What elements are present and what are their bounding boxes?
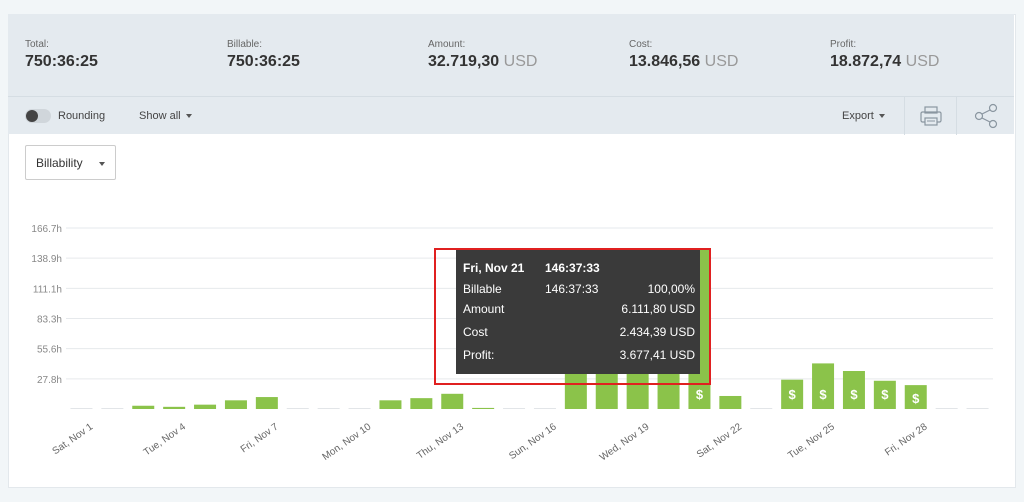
y-tick-label: 55.6h bbox=[37, 345, 62, 356]
printer-icon bbox=[920, 106, 942, 126]
bar bbox=[224, 400, 247, 409]
summary-bar: Total: 750:36:25 Billable: 750:36:25 Amo… bbox=[8, 14, 1014, 96]
rounding-label[interactable]: Rounding bbox=[58, 110, 106, 122]
share-button[interactable] bbox=[956, 97, 1014, 135]
bar bbox=[781, 379, 804, 409]
tooltip-label: Cost bbox=[463, 325, 488, 339]
annotation-highlight-box bbox=[434, 248, 711, 385]
bar bbox=[317, 408, 340, 409]
chart-tooltip: Fri, Nov 21 146:37:33 Billable 146:37:33… bbox=[456, 250, 700, 374]
tooltip-date: Fri, Nov 21 bbox=[463, 261, 525, 275]
dollar-icon: $ bbox=[696, 387, 704, 402]
show-all-dropdown[interactable]: Show all bbox=[139, 110, 192, 122]
stat-amount-currency: USD bbox=[503, 53, 538, 70]
tooltip-value: 6.111,80 USD bbox=[621, 302, 695, 316]
y-tick-label: 138.9h bbox=[31, 254, 62, 265]
bar bbox=[719, 395, 742, 409]
x-tick-label: Fri, Nov 7 bbox=[239, 421, 281, 455]
stat-cost-value: 13.846,56 bbox=[629, 53, 701, 70]
bar bbox=[842, 370, 865, 409]
chevron-down-icon bbox=[185, 114, 192, 119]
bar bbox=[70, 408, 93, 409]
stat-billable-value: 750:36:25 bbox=[227, 53, 300, 70]
dollar-icon: $ bbox=[789, 387, 797, 402]
tooltip-total: 146:37:33 bbox=[545, 261, 600, 275]
tooltip-label: Amount bbox=[463, 302, 505, 316]
x-tick-label: Thu, Nov 13 bbox=[415, 421, 466, 462]
y-tick-label: 83.3h bbox=[37, 315, 62, 326]
stat-total: Total: 750:36:25 bbox=[25, 39, 98, 71]
stat-cost: Cost: 13.846,56 USD bbox=[629, 39, 738, 71]
billability-select[interactable]: Billability bbox=[25, 145, 116, 180]
bar bbox=[101, 408, 124, 409]
x-tick-label: Fri, Nov 28 bbox=[883, 421, 930, 458]
bar bbox=[873, 380, 896, 409]
bar bbox=[533, 408, 556, 409]
stat-cost-currency: USD bbox=[704, 53, 739, 70]
bar bbox=[812, 363, 835, 409]
x-tick-label: Sat, Nov 22 bbox=[695, 421, 744, 460]
bar bbox=[441, 393, 464, 409]
stat-total-label: Total: bbox=[25, 39, 49, 50]
export-dropdown[interactable]: Export bbox=[842, 110, 885, 122]
stat-profit: Profit: 18.872,74 USD bbox=[830, 39, 939, 71]
stat-profit-value: 18.872,74 bbox=[830, 53, 902, 70]
stat-profit-currency: USD bbox=[905, 53, 940, 70]
bar bbox=[255, 397, 278, 409]
tooltip-mid: 146:37:33 bbox=[545, 282, 599, 296]
stat-amount-label: Amount: bbox=[428, 39, 466, 50]
stat-total-value: 750:36:25 bbox=[25, 53, 98, 70]
stat-amount: Amount: 32.719,30 USD bbox=[428, 39, 537, 71]
x-tick-label: Sat, Nov 1 bbox=[51, 421, 96, 457]
bar bbox=[348, 408, 371, 409]
tooltip-value: 100,00% bbox=[647, 282, 695, 296]
stat-amount-value: 32.719,30 bbox=[428, 53, 500, 70]
x-tick-label: Mon, Nov 10 bbox=[321, 421, 374, 463]
bar bbox=[194, 404, 217, 409]
show-all-label: Show all bbox=[139, 110, 181, 122]
chevron-down-icon bbox=[99, 162, 105, 166]
bar bbox=[379, 400, 402, 409]
stat-profit-label: Profit: bbox=[830, 39, 857, 50]
stat-billable-label: Billable: bbox=[227, 39, 263, 50]
bar bbox=[904, 385, 927, 409]
bar bbox=[935, 408, 958, 409]
bar bbox=[132, 405, 155, 409]
bar bbox=[503, 408, 526, 409]
chevron-down-icon bbox=[878, 114, 885, 119]
x-tick-label: Sun, Nov 16 bbox=[507, 421, 559, 462]
toggle-knob bbox=[26, 110, 38, 122]
stat-billable: Billable: 750:36:25 bbox=[227, 39, 300, 71]
share-icon bbox=[974, 103, 998, 129]
toolbar: Rounding Show all Export bbox=[8, 96, 1014, 135]
tooltip-value: 2.434,39 USD bbox=[619, 325, 695, 339]
bar bbox=[750, 408, 773, 409]
dollar-icon: $ bbox=[912, 391, 920, 406]
tooltip-label: Billable bbox=[463, 282, 502, 296]
bar bbox=[286, 408, 309, 409]
bar bbox=[410, 398, 433, 409]
bar bbox=[472, 407, 495, 409]
y-tick-label: 166.7h bbox=[31, 224, 62, 235]
print-button[interactable] bbox=[904, 97, 956, 135]
dollar-icon: $ bbox=[881, 387, 889, 402]
dollar-icon: $ bbox=[850, 387, 858, 402]
rounding-toggle[interactable] bbox=[25, 109, 51, 123]
bar bbox=[163, 406, 186, 409]
billability-select-value: Billability bbox=[36, 156, 83, 170]
y-tick-label: 111.1h bbox=[33, 284, 62, 295]
dollar-icon: $ bbox=[819, 387, 827, 402]
y-tick-label: 27.8h bbox=[37, 375, 62, 386]
x-tick-label: Wed, Nov 19 bbox=[598, 421, 652, 463]
x-tick-label: Tue, Nov 4 bbox=[142, 421, 188, 458]
bar bbox=[966, 408, 989, 409]
export-label: Export bbox=[842, 110, 874, 122]
tooltip-value: 3.677,41 USD bbox=[619, 348, 695, 362]
x-tick-label: Tue, Nov 25 bbox=[786, 421, 837, 461]
tooltip-label: Profit: bbox=[463, 348, 495, 362]
stat-cost-label: Cost: bbox=[629, 39, 653, 50]
